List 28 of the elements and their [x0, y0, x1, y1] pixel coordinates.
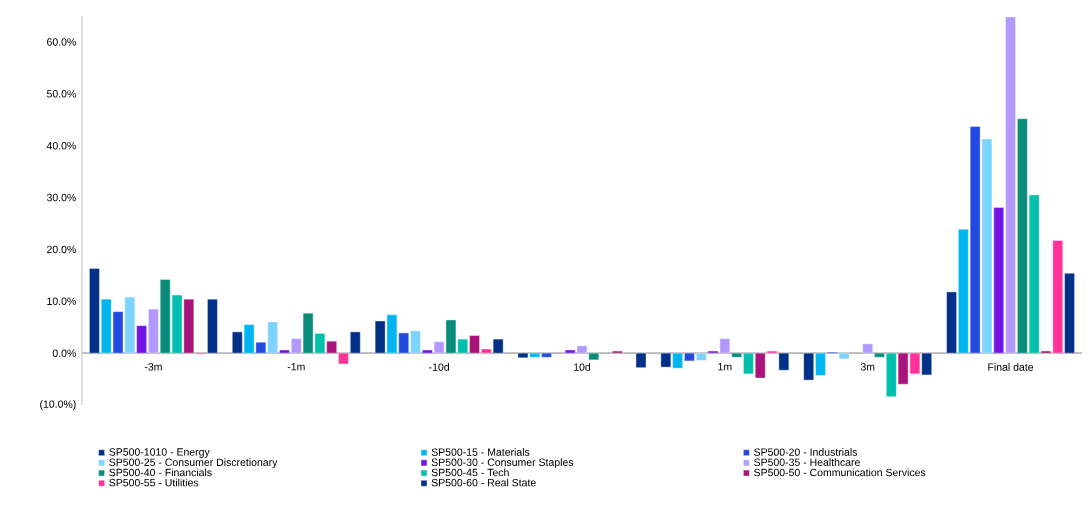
bar: [612, 350, 623, 354]
x-tick-label: -3m: [144, 363, 162, 371]
legend-label: SP500-30 - Consumer Staples: [431, 458, 574, 469]
legend-label: SP500-35 - Healthcare: [754, 458, 860, 467]
legend-label: SP500-50 - Communication Services: [754, 468, 926, 477]
legend-label: SP500-60 - Real State: [431, 478, 536, 487]
y-tick-label: 0.0%: [52, 349, 76, 357]
x-tick-label: Final date: [988, 363, 1034, 371]
legend-label: SP500-20 - Industrials: [754, 448, 858, 456]
legend-label: SP500-40 - Financials: [109, 468, 212, 477]
legend-label: SP500-55 - Utilities: [109, 478, 199, 487]
y-tick-label: 40.0%: [46, 141, 76, 150]
x-tick-label: 10d: [574, 363, 591, 371]
legend-label: SP500-25 - Consumer Discretionary: [109, 458, 278, 469]
y-tick-label: 30.0%: [46, 193, 76, 202]
y-tick-label: (10.0%): [40, 400, 76, 410]
legend-label: SP500-1010 - Energy: [109, 448, 210, 458]
legend-label: SP500-45 - Tech: [431, 468, 509, 477]
y-tick-label: 60.0%: [47, 38, 76, 46]
x-tick-label: 1m: [718, 363, 732, 371]
legend-label: SP500-15 - Materials: [431, 448, 530, 456]
x-tick-label: -1m: [287, 363, 305, 371]
bar: [635, 352, 647, 368]
y-tick-label: 10.0%: [47, 297, 76, 305]
y-tick-label: 20.0%: [47, 245, 76, 254]
y-tick-label: 50.0%: [46, 90, 76, 98]
x-tick-label: 3m: [860, 363, 875, 371]
x-tick-label: -10d: [429, 363, 449, 371]
